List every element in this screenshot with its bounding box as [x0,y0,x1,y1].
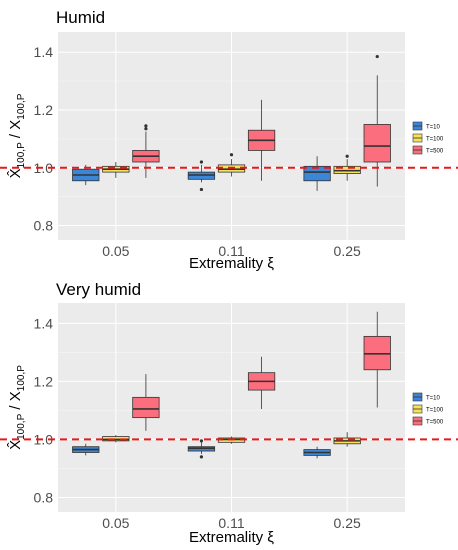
legend: T=10 T=100 T=500 [412,392,444,426]
box-t500-011 [247,356,276,409]
x-tick-label: 0.11 [218,515,244,531]
box-t10-005 [72,443,100,456]
panel-2: 0.8 1.0 1.2 1.4 0.05 0.11 0.25 Very humid Extrem… [0,280,458,546]
y-tick-label: 0.8 [34,218,54,234]
outlier-point [144,127,148,131]
y-tick-label: 1.2 [34,102,54,118]
box-t500-011 [247,99,276,181]
y-axis-title-subscript: 100,P [16,413,27,439]
legend-label: T=10 [426,396,441,402]
outlier-point [199,187,204,192]
x-tick-label: 0.25 [334,243,361,259]
y-axis-title-part: / X [7,120,24,143]
y-axis-title-part: / X [7,391,24,414]
outlier-point [345,154,349,158]
y-axis-title: X̂100,P / X100,P [7,365,27,450]
legend: T=10 T=100 T=500 [412,121,444,155]
y-axis-title: X̂100,P / X100,P [7,93,27,178]
box-body [132,396,160,419]
outlier-point [199,160,204,164]
box-t500-025 [363,54,391,187]
box-t100-025 [333,432,361,447]
x-tick-label: 0.25 [334,515,361,531]
y-axis-title-part: X̂ [7,168,24,178]
box-t100-025 [333,154,361,181]
y-axis-title-subscript: 100,P [16,142,27,168]
y-axis-title-subscript: 100,P [16,365,27,391]
x-tick-label: 0.11 [218,243,244,259]
box-t10-025 [303,446,331,459]
y-tick-label: 1.0 [34,431,54,447]
y-tick-label: 1.4 [34,44,54,60]
legend-label: T=100 [426,408,444,414]
legend-label: T=10 [426,125,441,131]
outlier-point [229,153,234,157]
x-tick-label: 0.05 [102,515,129,531]
y-axis-title-part: X̂ [7,440,24,450]
y-tick-label: 1.0 [34,160,54,176]
x-axis-title: Extremality ξ [189,529,274,546]
panel-title: Very humid [56,280,141,299]
y-axis-title-subscript: 100,P [16,93,27,119]
box-t10-011 [187,160,216,192]
panel-title: Humid [56,8,105,27]
box-t10-025 [303,156,331,191]
legend-label: T=500 [426,420,444,426]
outlier-point [199,439,204,443]
box-t500-005 [132,374,160,431]
box-body [363,124,391,163]
y-tick-label: 1.4 [34,315,54,331]
y-tick-label: 1.2 [34,373,54,389]
box-t10-011 [187,439,216,459]
box-t10-005 [72,164,100,186]
box-body [303,165,331,182]
outlier-point [144,124,148,128]
y-tick-label: 0.8 [34,489,54,505]
outlier-point [199,455,204,459]
x-axis-title: Extremality ξ [189,255,274,272]
legend-label: T=100 [426,137,444,143]
box-t100-005 [102,162,130,178]
box-t500-025 [363,311,391,408]
x-tick-label: 0.05 [102,243,129,259]
legend-label: T=500 [426,149,444,155]
outlier-point [375,54,379,59]
panel-1: 0.8 1.0 1.2 1.4 0.05 0.11 0.25 Humid Extremality… [0,8,458,272]
box-t500-005 [132,124,160,178]
